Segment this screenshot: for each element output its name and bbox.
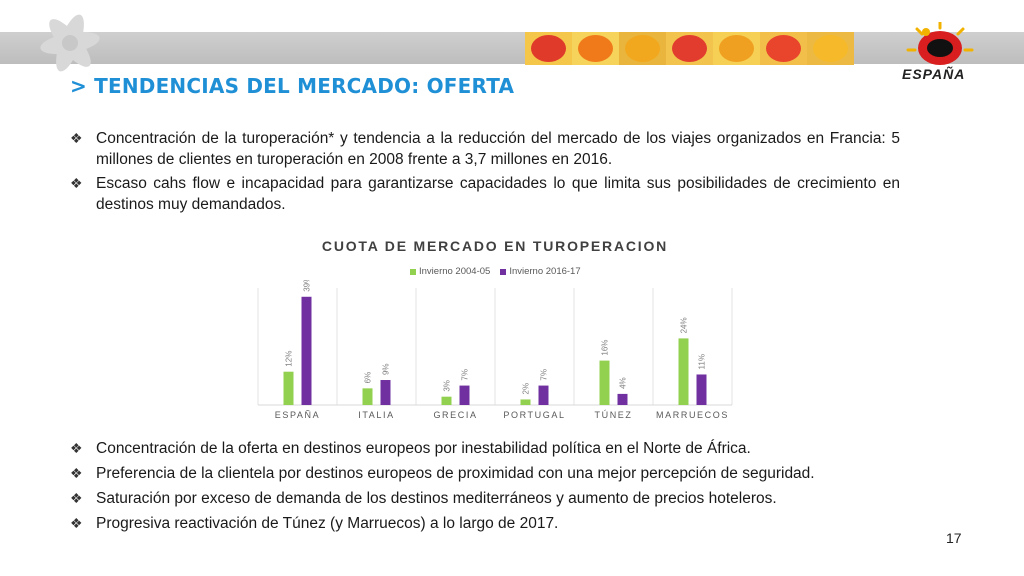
x-tick-label: TÚNEZ — [595, 410, 633, 420]
data-label: 2% — [522, 383, 531, 395]
data-label: 9% — [382, 363, 391, 375]
header-tile — [619, 32, 666, 65]
legend-item: Invierno 2016-17 — [500, 266, 581, 277]
header-tile — [572, 32, 619, 65]
sun-disk-icon — [531, 35, 566, 62]
data-label: 7% — [461, 369, 470, 381]
data-label: 12% — [285, 351, 294, 367]
bullet-text: Saturación por exceso de demanda de los … — [96, 490, 777, 507]
espana-logo-icon — [906, 22, 974, 65]
sun-disk-icon — [813, 35, 848, 62]
list-item: ❖ Concentración de la turoperación* y ten… — [70, 128, 900, 170]
x-tick-label: ESPAÑA — [275, 410, 320, 420]
page-title: > TENDENCIAS DEL MERCADO: OFERTA — [70, 74, 515, 98]
data-label: 6% — [364, 372, 373, 384]
data-label: 39% — [303, 280, 312, 292]
sun-disk-icon — [672, 35, 707, 62]
sun-disk-icon — [625, 35, 660, 62]
sun-disk-icon — [719, 35, 754, 62]
header-tile — [666, 32, 713, 65]
bullet-diamond-icon: ❖ — [70, 130, 83, 146]
chart-bar — [617, 393, 628, 405]
header-tile — [713, 32, 760, 65]
chart-title: CUOTA DE MERCADO EN TUROPERACION — [321, 238, 669, 254]
list-item: ❖ Escaso cahs flow e incapacidad para gar… — [70, 173, 900, 215]
header-band — [0, 32, 1024, 64]
chart-bar — [283, 371, 294, 405]
bullet-diamond-icon: ❖ — [70, 515, 83, 531]
data-label: 11% — [698, 354, 707, 369]
page-number: 17 — [946, 530, 962, 546]
chart-bar — [362, 388, 373, 405]
top-bullet-list: ❖ Concentración de la turoperación* y ten… — [70, 128, 900, 218]
bullet-text: Progresiva reactivación de Túnez (y Marr… — [96, 515, 559, 532]
bullet-text: Concentración de la turoperación* y tend… — [96, 130, 900, 168]
x-tick-label: PORTUGAL — [503, 410, 565, 420]
header-tile — [525, 32, 572, 65]
legend-label: Invierno 2004-05 — [419, 266, 491, 277]
bullet-text: Preferencia de la clientela por destinos… — [96, 465, 815, 482]
data-label: 24% — [680, 317, 689, 333]
chart-bar — [696, 374, 707, 405]
chart-bar — [301, 296, 312, 405]
bullet-text: Escaso cahs flow e incapacidad para gara… — [96, 175, 900, 213]
data-label: 4% — [619, 377, 628, 389]
list-item: ❖ Preferencia de la clientela por destino… — [70, 463, 900, 484]
list-item: ❖ Progresiva reactivación de Túnez (y Mar… — [70, 513, 900, 534]
chart-bar — [459, 385, 470, 405]
sun-disk-icon — [766, 35, 801, 62]
chart-bar — [538, 385, 549, 405]
bullet-diamond-icon: ❖ — [70, 175, 83, 191]
header-tiles — [525, 32, 854, 65]
bullet-diamond-icon: ❖ — [70, 465, 83, 481]
header-tile — [760, 32, 807, 65]
logo-text: ESPAÑA — [902, 66, 966, 82]
legend-swatch — [500, 268, 507, 275]
chart-bar — [599, 360, 610, 405]
chart-bar — [678, 338, 689, 405]
bullet-diamond-icon: ❖ — [70, 440, 83, 456]
data-label: 16% — [601, 340, 610, 356]
chart-bar — [380, 380, 391, 405]
bullet-text: Concentración de la oferta en destinos e… — [96, 440, 751, 457]
legend-swatch — [410, 268, 416, 275]
data-label: 3% — [443, 380, 452, 392]
market-share-chart: 12% 39% ESPAÑA 6% 9% ITALIA 3% 7% GRECIA 2% 7% PORT… — [257, 280, 733, 420]
legend-item: Invierno 2004-05 — [410, 266, 490, 277]
sun-disk-icon — [578, 35, 613, 62]
x-tick-label: ITALIA — [358, 410, 394, 420]
chart-bar — [441, 396, 452, 405]
data-label: 7% — [540, 369, 549, 381]
x-tick-label: MARRUECOS — [656, 410, 729, 420]
list-item: ❖ Saturación por exceso de demanda de los… — [70, 488, 900, 509]
chart-bar — [520, 399, 531, 405]
legend-label: Invierno 2016-17 — [509, 266, 581, 277]
flower-decoration-icon — [40, 14, 100, 72]
chart-legend: Invierno 2004-05 Invierno 2016-17 — [410, 266, 581, 277]
x-tick-label: GRECIA — [433, 410, 477, 420]
list-item: ❖ Concentración de la oferta en destinos … — [70, 438, 900, 459]
bullet-diamond-icon: ❖ — [70, 490, 83, 506]
header-tile — [807, 32, 854, 65]
bottom-bullet-list: ❖ Concentración de la oferta en destinos … — [70, 438, 900, 538]
